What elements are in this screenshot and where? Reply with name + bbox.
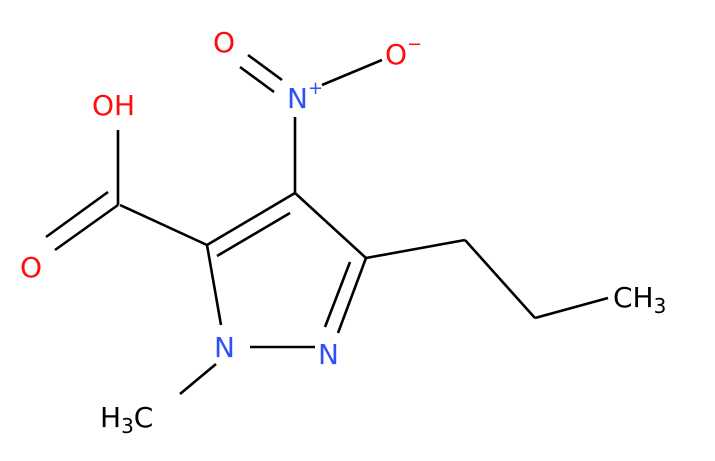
atom-symbol: H (100, 401, 121, 434)
atom-label: N (318, 338, 339, 371)
atom-symbol: C (134, 401, 154, 434)
atom-symbol: CH (613, 281, 654, 314)
atom-label: O− (385, 34, 422, 71)
atom-label: OH (92, 89, 135, 122)
charge: − (407, 34, 422, 55)
atom-label: H3C (100, 401, 153, 438)
bonds (45, 53, 609, 395)
atom-label: O (213, 26, 235, 59)
atom-symbol: O (385, 38, 407, 71)
charge: + (308, 78, 323, 99)
atom-label: O (20, 251, 42, 284)
subscript: 3 (121, 414, 134, 438)
atom-label: N+ (287, 78, 323, 115)
atom-label: N (214, 331, 235, 364)
atom-label: CH3 (613, 281, 666, 318)
atom-symbol: N (287, 82, 308, 115)
subscript: 3 (654, 294, 667, 318)
